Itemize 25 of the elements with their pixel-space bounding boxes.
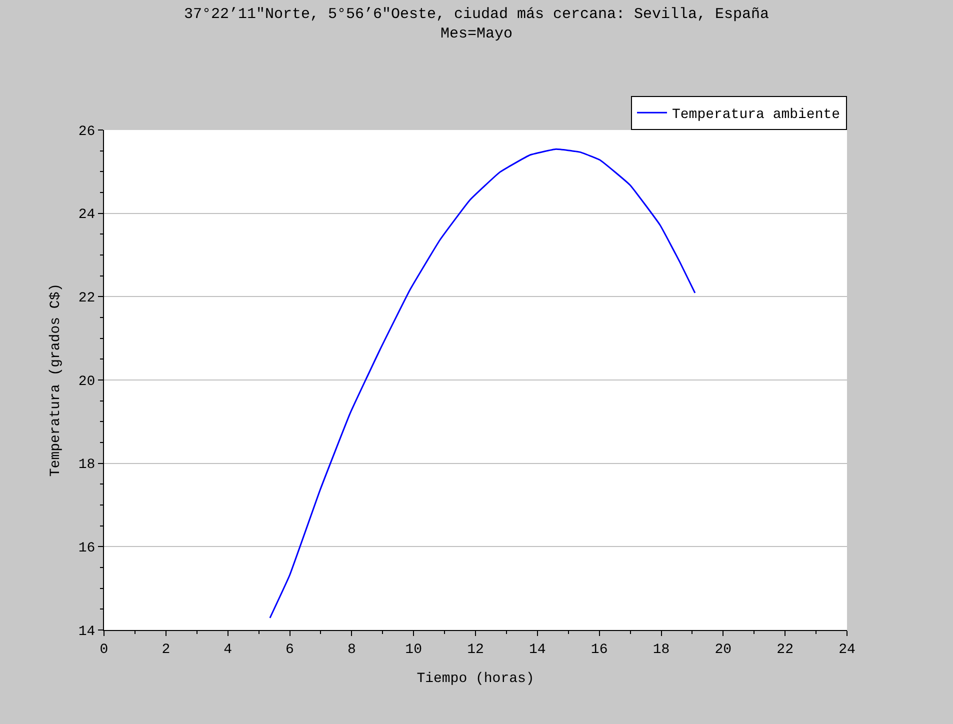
x-tick-label: 20 <box>714 642 732 658</box>
x-tick-label: 10 <box>405 642 422 658</box>
y-tick-label: 14 <box>78 624 96 640</box>
legend-label: Temperatura ambiente <box>672 107 840 124</box>
y-tick-label: 16 <box>78 540 96 557</box>
y-tick-label: 24 <box>78 207 96 224</box>
x-tick-label: 2 <box>162 642 170 658</box>
x-tick-label: 14 <box>529 642 546 658</box>
x-tick-label: 24 <box>838 642 856 658</box>
y-tick-label: 22 <box>78 290 96 307</box>
x-axis-title: Tiempo (horas) <box>416 671 534 688</box>
y-tick-label: 18 <box>78 457 96 474</box>
x-tick-label: 8 <box>347 642 356 658</box>
y-axis-title: Temperatura (grados C$) <box>48 283 64 477</box>
x-tick-label: 12 <box>467 642 484 658</box>
y-tick-label: 20 <box>78 374 96 390</box>
line-series <box>269 148 696 619</box>
y-tick-label: 26 <box>78 124 96 140</box>
x-tick-label: 6 <box>286 642 294 658</box>
x-tick-label: 0 <box>100 642 108 658</box>
x-tick-label: 18 <box>652 642 670 658</box>
chart-title: 37°22’11"Norte, 5°56’6"Oeste, ciudad más cercana: Sevilla, España Mes=Mayo <box>184 6 770 43</box>
x-tick-label: 16 <box>590 642 608 658</box>
x-tick-label: 22 <box>776 642 794 658</box>
x-tick-label: 4 <box>224 642 232 658</box>
